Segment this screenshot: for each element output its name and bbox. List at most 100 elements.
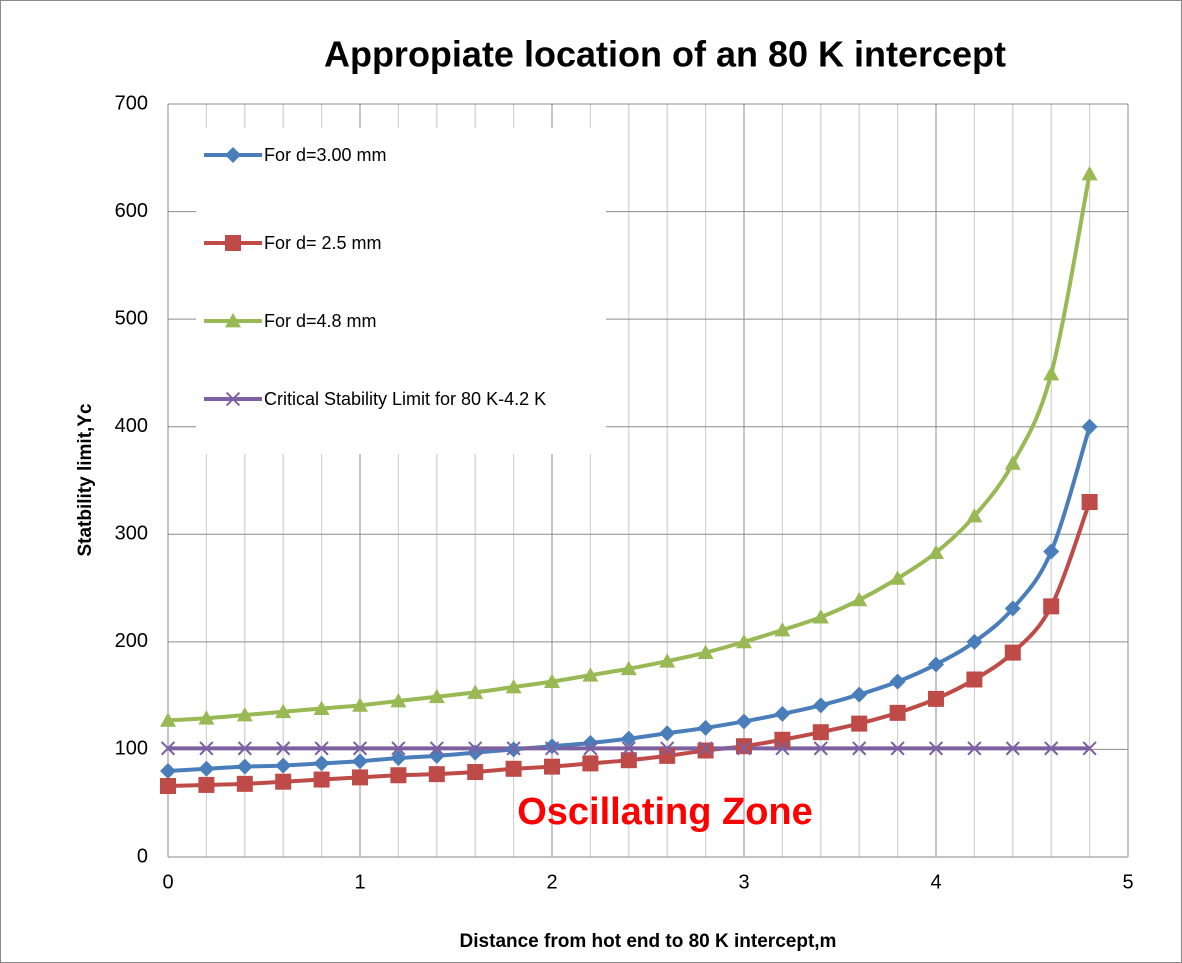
marker [774, 705, 791, 722]
legend-label: For d=3.00 mm [264, 145, 387, 165]
marker [620, 730, 637, 747]
marker [505, 679, 522, 694]
marker [428, 766, 445, 783]
marker [1082, 741, 1097, 756]
marker [889, 673, 906, 690]
marker [852, 741, 867, 756]
marker [736, 738, 752, 755]
marker [582, 755, 599, 772]
marker [544, 741, 560, 756]
marker [160, 712, 176, 727]
marker [812, 724, 829, 741]
marker [544, 738, 560, 755]
marker [889, 704, 906, 721]
marker [275, 773, 292, 790]
marker [851, 686, 868, 703]
marker [467, 684, 484, 699]
x-tick-label: 3 [738, 871, 749, 893]
marker [736, 633, 752, 649]
marker [966, 507, 983, 523]
x-tick-label: 4 [930, 871, 941, 893]
x-axis-label: Distance from hot end to 80 K intercept,… [460, 931, 837, 952]
marker [851, 591, 868, 607]
marker [966, 671, 983, 688]
marker [1044, 741, 1059, 756]
marker [225, 235, 241, 251]
marker [813, 741, 828, 756]
marker [697, 644, 714, 660]
marker [225, 313, 241, 328]
marker [198, 776, 215, 793]
marker [160, 778, 176, 795]
legend-entry: For d= 2.5 mm [202, 230, 604, 256]
marker [225, 147, 241, 163]
marker [659, 725, 676, 742]
marker [928, 690, 944, 707]
marker [314, 741, 329, 756]
marker [390, 693, 407, 708]
y-tick-label: 300 [115, 523, 148, 545]
marker [659, 653, 676, 668]
marker [225, 391, 241, 407]
marker [199, 741, 214, 756]
legend-entry: Critical Stability Limit for 80 K-4.2 K [202, 386, 604, 412]
x-tick-label: 1 [354, 871, 365, 893]
marker [966, 633, 983, 650]
marker [1004, 600, 1021, 617]
marker [774, 731, 791, 748]
legend-swatch [204, 147, 262, 163]
legend-swatch [204, 235, 262, 251]
annotation: Oscillating Zone [517, 791, 813, 833]
chart-title: Appropiate location of an 80 K intercept [324, 34, 1006, 75]
legend-label: For d=4.8 mm [264, 311, 377, 331]
y-tick-label: 700 [115, 92, 148, 114]
marker [659, 747, 676, 764]
legend-entry: For d=4.8 mm [202, 308, 604, 334]
marker [812, 697, 829, 714]
marker [889, 570, 906, 585]
marker [967, 741, 982, 756]
legend-entry: For d=3.00 mm [202, 142, 604, 168]
y-tick-label: 200 [115, 630, 148, 652]
marker [851, 715, 868, 732]
marker [276, 741, 291, 756]
marker [621, 741, 636, 756]
marker [160, 762, 176, 779]
marker [505, 760, 522, 777]
marker [236, 707, 253, 722]
marker [429, 741, 444, 756]
marker [391, 741, 406, 756]
marker [544, 758, 560, 775]
marker [1043, 543, 1060, 560]
marker [775, 741, 790, 756]
marker [313, 700, 330, 715]
marker [275, 757, 292, 774]
x-tick-label: 0 [162, 871, 173, 893]
marker [236, 758, 253, 775]
marker [352, 753, 368, 770]
marker [582, 667, 599, 682]
marker [1004, 644, 1021, 661]
y-tick-label: 600 [115, 200, 148, 222]
marker [928, 741, 944, 756]
legend: For d=3.00 mm For d= 2.5 mm For d=4.8 mm Cr… [196, 128, 606, 454]
marker [1081, 165, 1098, 181]
marker [890, 741, 905, 756]
marker [620, 660, 637, 676]
marker [582, 734, 599, 751]
marker [1043, 598, 1060, 615]
marker [352, 697, 368, 712]
y-tick-label: 0 [137, 845, 148, 867]
marker [236, 775, 253, 792]
marker [160, 741, 176, 756]
marker [198, 710, 215, 725]
marker [506, 741, 521, 756]
marker [697, 742, 714, 759]
marker [928, 656, 944, 673]
legend-label: For d= 2.5 mm [264, 233, 382, 253]
y-tick-label: 500 [115, 307, 148, 329]
marker [237, 741, 252, 756]
marker [390, 750, 407, 767]
marker [544, 673, 560, 689]
